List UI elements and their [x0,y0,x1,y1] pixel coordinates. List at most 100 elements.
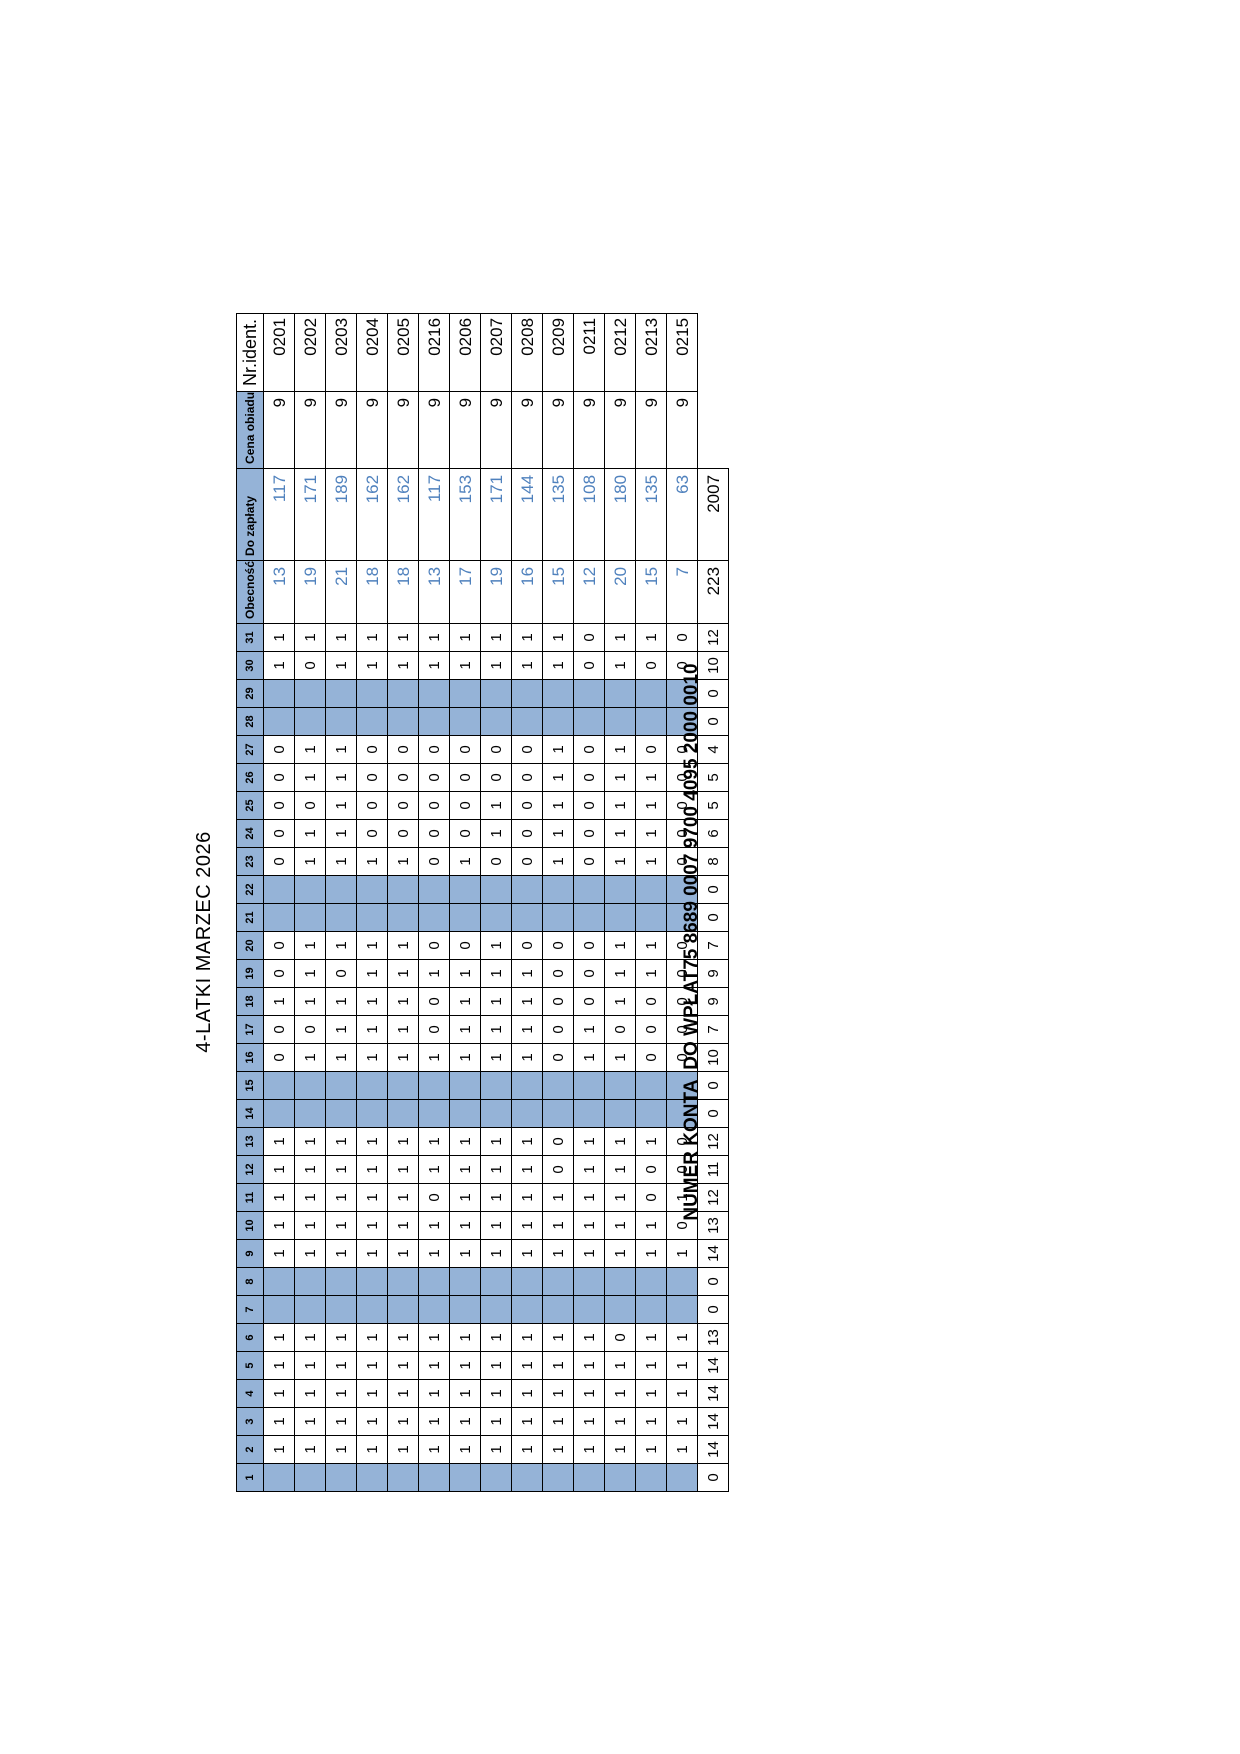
day-cell: 1 [635,1379,667,1408]
do-zaplaty-cell: 153 [449,468,481,561]
day-cell: 1 [635,931,667,960]
account-number: 75 8689 0007 9700 4095 2000 0010 [681,663,702,970]
day-cell: 1 [604,1043,636,1072]
day-cell: 1 [387,1183,419,1212]
obecnosc-cell: 13 [418,560,450,624]
day-cell: 0 [573,959,605,988]
sheet-title: 4-LATKI MARZEC 2026 [192,831,215,1053]
day-cell: 1 [604,847,636,876]
day-cell: 1 [387,987,419,1016]
day-cell: 1 [356,623,388,652]
header-day: 25 [236,791,264,820]
day-cell: 0 [542,959,574,988]
day-cell: 1 [263,623,295,652]
day-cell [635,1099,667,1128]
day-cell: 0 [573,791,605,820]
day-cell: 1 [294,1379,326,1408]
day-cell [542,875,574,904]
day-cell: 0 [573,623,605,652]
day-cell [542,1099,574,1128]
day-cell: 1 [325,1127,357,1156]
header-day: 24 [236,819,264,848]
header-day: 27 [236,735,264,764]
day-cell: 0 [418,791,450,820]
day-cell: 0 [511,931,543,960]
day-cell [573,1071,605,1100]
day-cell [573,1295,605,1324]
day-cell [263,875,295,904]
day-cell [604,679,636,708]
day-cell [480,875,512,904]
header-day: 29 [236,679,264,708]
day-cell: 1 [418,1379,450,1408]
day-cell [263,1463,295,1492]
header-day: 6 [236,1323,264,1352]
day-cell: 1 [635,1435,667,1464]
day-cell [604,707,636,736]
day-cell: 0 [356,791,388,820]
day-cell: 0 [542,987,574,1016]
day-cell [480,1071,512,1100]
day-cell [511,1099,543,1128]
day-cell: 1 [449,1407,481,1436]
nr-ident-cell: 0206 [449,313,481,392]
day-cell: 1 [480,987,512,1016]
day-cell: 1 [294,1211,326,1240]
day-cell: 1 [480,1323,512,1352]
header-day: 28 [236,707,264,736]
day-cell: 1 [387,1015,419,1044]
day-cell: 1 [387,931,419,960]
day-cell: 1 [263,1127,295,1156]
cena-obiadu-cell: 9 [356,391,388,469]
day-cell [449,1071,481,1100]
header-day: 7 [236,1295,264,1324]
table-row: 1 1 1 1 1 1 1 0 0 1 0 0 0 1 1 1 1 1 1 0 0 1 15 135 9 0213 [635,313,667,1492]
day-cell: 1 [604,819,636,848]
day-cell [356,707,388,736]
day-cell: 1 [542,1239,574,1268]
day-cell [418,679,450,708]
day-cell [480,679,512,708]
day-cell: 1 [542,763,574,792]
header-day: 16 [236,1043,264,1072]
day-cell: 1 [635,1323,667,1352]
day-cell [542,1463,574,1492]
day-cell: 1 [604,1407,636,1436]
day-cell: 1 [418,1043,450,1072]
day-cell [387,1071,419,1100]
table-row: 1 1 1 1 1 1 1 1 1 1 1 1 1 1 1 1 0 0 0 0 1 1 18 162 9 0204 [356,313,388,1492]
header-day: 26 [236,763,264,792]
day-cell [542,1071,574,1100]
day-cell: 1 [387,1379,419,1408]
day-cell [542,903,574,932]
day-cell: 1 [604,1351,636,1380]
nr-ident-cell: 0201 [263,313,295,392]
day-cell [635,1267,667,1296]
day-cell: 1 [604,1183,636,1212]
day-cell: 0 [294,791,326,820]
nr-ident-cell: 0207 [480,313,512,392]
day-cell: 0 [511,819,543,848]
header-obecnosc: Obecność [236,560,264,624]
table-row: 1 1 1 1 1 1 1 1 1 1 1 1 1 0 1 1 1 1 1 1 1 1 21 189 9 0203 [325,313,357,1492]
header-day: 1 [236,1463,264,1492]
day-cell: 1 [263,651,295,680]
header-day: 4 [236,1379,264,1408]
day-cell: 1 [294,1323,326,1352]
day-cell: 1 [356,651,388,680]
day-cell: 1 [263,1155,295,1184]
obecnosc-cell: 17 [449,560,481,624]
obecnosc-cell: 21 [325,560,357,624]
day-cell [387,875,419,904]
day-cell: 1 [263,1379,295,1408]
day-cell: 1 [480,1407,512,1436]
day-cell: 1 [635,1127,667,1156]
day-cell: 1 [449,1183,481,1212]
day-cell: 1 [387,1127,419,1156]
day-cell: 0 [480,735,512,764]
day-cell: 0 [263,819,295,848]
day-cell: 0 [356,819,388,848]
day-cell: 1 [604,623,636,652]
day-cell: 1 [325,791,357,820]
day-cell: 1 [387,651,419,680]
